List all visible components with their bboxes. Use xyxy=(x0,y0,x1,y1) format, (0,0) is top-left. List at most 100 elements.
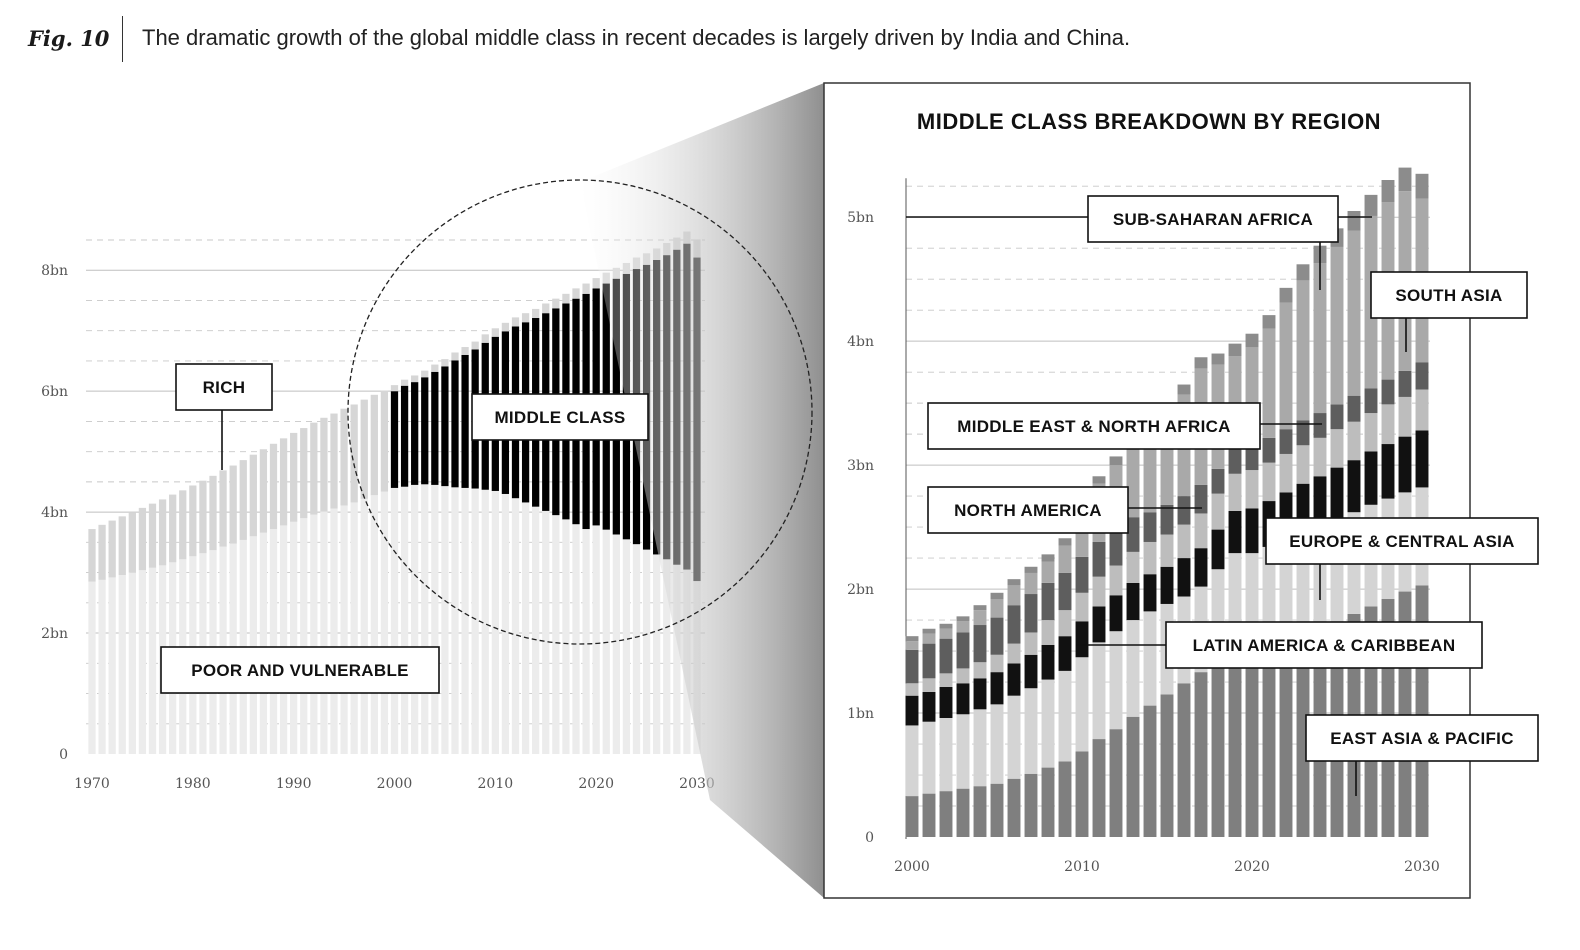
bar-sub-saharan-africa-2004 xyxy=(973,605,987,611)
poor-callout-label: POOR AND VULNERABLE xyxy=(191,661,409,680)
bar-north-america-2019 xyxy=(1228,510,1242,554)
bar-sub-saharan-africa-2002 xyxy=(939,623,953,629)
bar-europe-central-asia-2019 xyxy=(1228,473,1242,511)
bar-rich-2013 xyxy=(521,313,530,323)
bar-east-asia-pacific-2019 xyxy=(1228,652,1242,837)
lac-callout-box xyxy=(1165,621,1483,669)
bar-rich-1976 xyxy=(148,503,157,568)
x-tick-label: 2020 xyxy=(1234,859,1270,875)
bar-rich-2005 xyxy=(441,359,449,367)
bar-poor-and-vulnerable-1991 xyxy=(300,518,308,754)
bar-east-asia-pacific-2016 xyxy=(1177,683,1191,837)
bar-europe-central-asia-2006 xyxy=(1007,643,1021,664)
bar-east-asia-pacific-2011 xyxy=(1092,739,1106,837)
bar-middle-east-north-africa-2027 xyxy=(1364,388,1378,414)
bar-europe-central-asia-2026 xyxy=(1347,421,1361,461)
bar-latin-america-caribbean-2008 xyxy=(1041,679,1055,768)
bar-south-asia-2001 xyxy=(922,633,936,644)
bar-sub-saharan-africa-2018 xyxy=(1211,353,1225,365)
bar-rich-1978 xyxy=(169,494,177,563)
bar-poor-and-vulnerable-2005 xyxy=(441,486,449,754)
bar-sub-saharan-africa-2021 xyxy=(1262,315,1276,329)
bar-rich-2010 xyxy=(491,328,499,337)
bar-north-america-2027 xyxy=(1364,451,1378,505)
bar-sub-saharan-africa-2026 xyxy=(1347,210,1361,231)
bar-poor-and-vulnerable-2013 xyxy=(521,502,530,754)
bar-south-asia-2000 xyxy=(905,641,919,650)
bar-sub-saharan-africa-2001 xyxy=(922,628,936,634)
bar-middle-east-north-africa-2030 xyxy=(1415,362,1429,390)
bar-europe-central-asia-2009 xyxy=(1058,610,1072,637)
bar-poor-and-vulnerable-2010 xyxy=(491,490,499,754)
bar-north-america-2011 xyxy=(1092,606,1106,643)
bar-middle-east-north-africa-2012 xyxy=(1109,530,1123,566)
bar-east-asia-pacific-2001 xyxy=(922,793,936,837)
bar-middle-east-north-africa-2026 xyxy=(1347,395,1361,422)
south-asia-callout-box xyxy=(1370,271,1528,319)
bar-europe-central-asia-2001 xyxy=(922,678,936,692)
bar-rich-1988 xyxy=(269,443,278,530)
bar-north-america-2020 xyxy=(1245,508,1259,554)
bar-rich-1981 xyxy=(199,480,207,554)
bar-north-america-2017 xyxy=(1194,548,1208,587)
bar-poor-and-vulnerable-2000 xyxy=(390,487,399,754)
bar-middle-east-north-africa-2001 xyxy=(922,643,936,679)
y-tick-label: 6bn xyxy=(41,384,68,400)
bar-rich-1990 xyxy=(290,432,298,522)
bar-middle-east-north-africa-2013 xyxy=(1126,517,1140,552)
ssa-callout-box xyxy=(1087,195,1339,243)
bar-rich-1980 xyxy=(189,485,197,557)
bar-sub-saharan-africa-2017 xyxy=(1194,357,1208,369)
bar-rich-2006 xyxy=(451,352,459,361)
bar-south-asia-2021 xyxy=(1262,328,1276,438)
bar-sub-saharan-africa-2000 xyxy=(905,636,919,642)
bar-sub-saharan-africa-2008 xyxy=(1041,554,1055,562)
bar-poor-and-vulnerable-1986 xyxy=(249,536,257,754)
bar-north-america-2005 xyxy=(990,672,1004,705)
bar-middle-east-north-africa-2015 xyxy=(1160,504,1174,535)
bar-middle-class-2000 xyxy=(390,391,399,488)
bar-poor-and-vulnerable-2028 xyxy=(673,564,681,754)
poor-callout-box xyxy=(160,646,440,694)
bar-rich-2018 xyxy=(572,288,580,299)
bar-middle-class-2004 xyxy=(431,371,439,485)
bar-north-america-2010 xyxy=(1075,621,1089,658)
bar-sub-saharan-africa-2022 xyxy=(1279,287,1293,303)
bar-rich-1993 xyxy=(320,417,328,512)
bar-sub-saharan-africa-2030 xyxy=(1415,173,1429,199)
bar-poor-and-vulnerable-2024 xyxy=(632,544,641,754)
bar-sub-saharan-africa-2016 xyxy=(1177,384,1191,395)
bar-east-asia-pacific-2014 xyxy=(1143,705,1157,837)
eap-callout-box xyxy=(1305,714,1539,762)
bar-latin-america-caribbean-2004 xyxy=(973,709,987,787)
bar-north-america-2016 xyxy=(1177,558,1191,597)
bar-poor-and-vulnerable-1996 xyxy=(350,502,358,754)
bar-latin-america-caribbean-2005 xyxy=(990,704,1004,784)
bar-rich-1971 xyxy=(98,524,106,580)
bar-latin-america-caribbean-2011 xyxy=(1092,642,1106,740)
bar-poor-and-vulnerable-2008 xyxy=(471,488,479,754)
north-america-callout-label: NORTH AMERICA xyxy=(954,501,1102,520)
bar-north-america-2009 xyxy=(1058,636,1072,671)
bar-europe-central-asia-2004 xyxy=(973,662,987,679)
y-tick-label: 4bn xyxy=(847,334,874,350)
x-tick-label: 2000 xyxy=(377,776,413,792)
bar-europe-central-asia-2005 xyxy=(990,654,1004,673)
bar-poor-and-vulnerable-2025 xyxy=(642,549,651,754)
bar-poor-and-vulnerable-2001 xyxy=(400,486,409,754)
bar-rich-1998 xyxy=(370,394,378,496)
x-tick-label: 2020 xyxy=(578,776,614,792)
bar-sub-saharan-africa-2023 xyxy=(1296,264,1310,281)
y-tick-label: 2bn xyxy=(41,626,68,642)
bar-sub-saharan-africa-2011 xyxy=(1092,476,1106,484)
bar-poor-and-vulnerable-2014 xyxy=(532,506,540,754)
bar-middle-east-north-africa-2018 xyxy=(1211,468,1225,494)
bar-sub-saharan-africa-2028 xyxy=(1381,180,1395,203)
bar-east-asia-pacific-2005 xyxy=(990,783,1004,837)
y-tick-label: 4bn xyxy=(41,505,68,521)
bar-poor-and-vulnerable-2017 xyxy=(562,519,570,754)
bar-europe-central-asia-2008 xyxy=(1041,620,1055,645)
bar-poor-and-vulnerable-1975 xyxy=(138,570,147,754)
bar-rich-1982 xyxy=(209,475,217,551)
